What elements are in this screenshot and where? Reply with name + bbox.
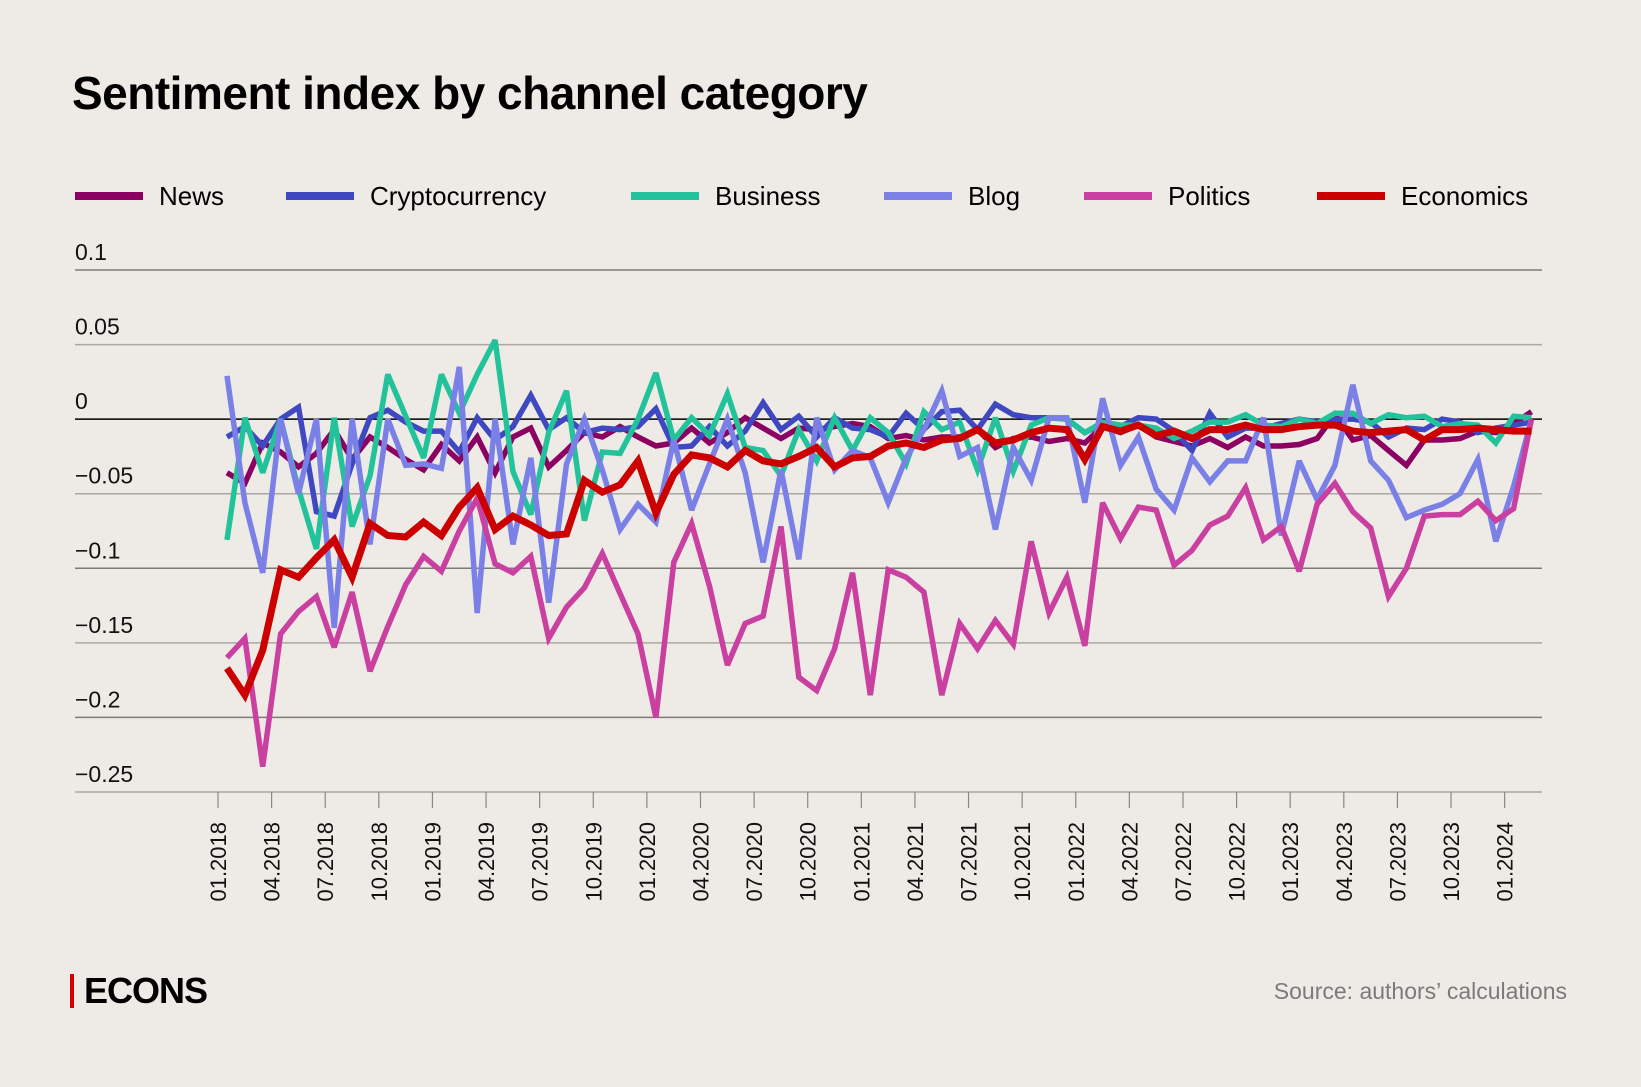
- x-tick-label: 10.2020: [796, 822, 821, 902]
- legend-label-blog: Blog: [968, 180, 1021, 211]
- y-tick-label: 0: [75, 388, 88, 414]
- x-tick-label: 07.2023: [1385, 822, 1410, 902]
- series-line-economics: [224, 421, 1532, 703]
- legend-label-cryptocurrency: Cryptocurrency: [370, 180, 547, 211]
- gridlines: [75, 269, 1542, 793]
- x-tick-label: 01.2023: [1278, 822, 1303, 902]
- legend-swatch-economics: [1317, 192, 1385, 200]
- logo-red-bar: [70, 974, 74, 1008]
- y-tick-label: −0.25: [75, 761, 133, 787]
- x-tick-label: 10.2022: [1225, 822, 1250, 902]
- x-axis: 01.2018 04.2018 07.2018 10.2018 01.2019 04.20…: [206, 792, 1518, 902]
- legend-swatch-politics: [1084, 192, 1152, 200]
- x-tick-label: 10.2021: [1010, 822, 1035, 902]
- x-tick-label: 10.2019: [581, 822, 606, 902]
- series-line-business: [224, 338, 1532, 550]
- y-axis-labels: 0.1 0.05 0 −0.05 −0.1 −0.15 −0.2 −0.25: [75, 239, 133, 787]
- x-tick-label: 01.2022: [1064, 822, 1089, 902]
- series-line-blog: [224, 366, 1535, 629]
- legend-swatch-blog: [884, 192, 952, 200]
- x-tick-label: 01.2019: [420, 822, 445, 902]
- legend-swatch-news: [75, 192, 143, 200]
- x-tick-label: 01.2021: [849, 822, 874, 902]
- legend-label-news: News: [159, 180, 225, 211]
- x-tick-label: 07.2018: [313, 822, 338, 902]
- legend-item-cryptocurrency: Cryptocurrency: [286, 178, 546, 214]
- x-tick-label: 04.2021: [903, 822, 928, 902]
- x-tick-label: 04.2023: [1332, 822, 1357, 902]
- logo-text: ECONS: [84, 970, 208, 1011]
- x-tick-label: 10.2018: [367, 822, 392, 902]
- legend-item-blog: Blog: [884, 178, 1020, 214]
- y-tick-label: −0.1: [75, 537, 120, 563]
- legend-swatch-cryptocurrency: [286, 192, 354, 200]
- legend-label-economics: Economics: [1401, 180, 1529, 211]
- legend-swatch-business: [631, 192, 699, 200]
- chart-title: Sentiment index by channel category: [72, 67, 868, 119]
- y-tick-label: −0.2: [75, 686, 120, 712]
- x-tick-label: 07.2020: [742, 822, 767, 902]
- x-tick-label: 04.2018: [260, 822, 285, 902]
- legend-item-economics: Economics: [1317, 178, 1528, 214]
- legend-label-business: Business: [715, 180, 821, 211]
- y-tick-label: −0.05: [75, 463, 133, 489]
- series-lines: [224, 338, 1535, 767]
- legend-label-politics: Politics: [1168, 180, 1251, 211]
- legend-item-politics: Politics: [1084, 178, 1250, 214]
- x-tick-label: 04.2022: [1117, 822, 1142, 902]
- x-tick-label: 07.2022: [1171, 822, 1196, 902]
- x-tick-label: 04.2020: [688, 822, 713, 902]
- legend-item-business: Business: [631, 178, 821, 214]
- x-tick-label: 10.2023: [1439, 822, 1464, 902]
- x-tick-label: 01.2024: [1493, 822, 1518, 902]
- x-tick-label: 01.2020: [635, 822, 660, 902]
- econs-logo: ECONS: [70, 970, 208, 1012]
- series-line-politics: [224, 418, 1535, 767]
- legend-item-news: News: [75, 178, 224, 214]
- x-tick-label: 07.2021: [957, 822, 982, 902]
- y-tick-label: 0.05: [75, 314, 120, 340]
- y-tick-label: −0.15: [75, 612, 133, 638]
- x-tick-label: 04.2019: [474, 822, 499, 902]
- source-note: Source: authors’ calculations: [1273, 978, 1567, 1004]
- legend: News Cryptocurrency Business Blog Politi…: [75, 178, 1555, 214]
- x-tick-label: 07.2019: [528, 822, 553, 902]
- y-tick-label: 0.1: [75, 239, 107, 265]
- x-tick-label: 01.2018: [206, 822, 231, 902]
